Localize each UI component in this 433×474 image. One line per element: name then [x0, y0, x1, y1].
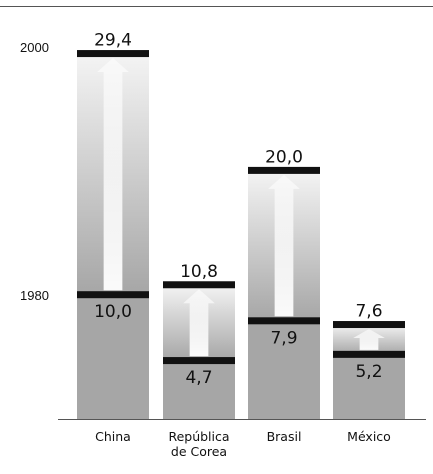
y-tick-label-2000: 2000 [20, 40, 49, 55]
category-label-0: China [95, 429, 131, 444]
value-label-1980-2: 7,9 [270, 328, 297, 348]
marker-2000-0 [77, 50, 149, 58]
change-arrow-3 [353, 329, 385, 350]
marker-1980-0 [77, 291, 149, 299]
value-label-1980-3: 5,2 [355, 362, 382, 382]
bar-base-1 [163, 360, 235, 419]
category-label-1-line-1: de Corea [171, 444, 227, 459]
change-arrow-2 [268, 174, 300, 317]
change-arrow-1 [183, 289, 215, 357]
marker-2000-2 [248, 166, 320, 174]
value-label-2000-3: 7,6 [355, 302, 382, 322]
value-label-2000-2: 20,0 [265, 147, 303, 167]
bar-base-0 [77, 294, 149, 419]
marker-1980-2 [248, 317, 320, 325]
change-arrow-0 [97, 58, 129, 291]
category-label-2: Brasil [267, 429, 302, 444]
marker-2000-1 [163, 281, 235, 289]
value-label-2000-1: 10,8 [180, 262, 218, 282]
value-label-1980-0: 10,0 [94, 302, 132, 322]
bar-base-3 [333, 354, 405, 419]
bar-base-2 [248, 320, 320, 419]
category-label-3: México [347, 429, 391, 444]
marker-1980-1 [163, 357, 235, 365]
value-label-1980-1: 4,7 [185, 368, 212, 388]
category-label-1-line-0: República [168, 429, 229, 444]
marker-1980-3 [333, 350, 405, 358]
y-tick-label-1980: 1980 [20, 288, 49, 303]
value-label-2000-0: 29,4 [94, 31, 132, 51]
marker-2000-3 [333, 321, 405, 329]
